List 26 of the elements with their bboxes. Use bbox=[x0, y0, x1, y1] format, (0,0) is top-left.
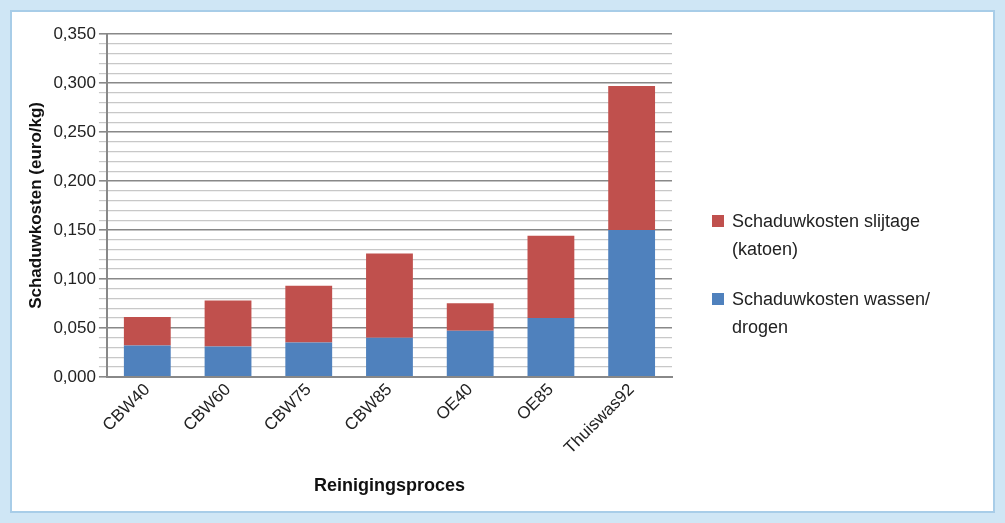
bar bbox=[446, 303, 494, 331]
bar bbox=[527, 235, 575, 319]
y-tick-label: 0,300 bbox=[53, 72, 96, 92]
y-tick-label: 0,100 bbox=[53, 268, 96, 288]
y-tick-label: 0,000 bbox=[53, 366, 96, 386]
y-axis-title: Schaduwkosten (euro/kg) bbox=[25, 101, 45, 309]
legend-label: Schaduwkosten wassen/ drogen bbox=[732, 288, 932, 339]
bar bbox=[123, 317, 171, 346]
bar bbox=[123, 345, 171, 377]
bar bbox=[366, 253, 413, 338]
bar bbox=[608, 229, 656, 377]
x-axis-title: Reinigingsproces bbox=[313, 475, 465, 496]
bar bbox=[608, 85, 656, 230]
y-tick-label: 0,200 bbox=[53, 170, 96, 190]
bar bbox=[285, 342, 333, 377]
bar bbox=[366, 337, 413, 377]
y-tick-label: 0,350 bbox=[53, 23, 96, 43]
bar bbox=[285, 285, 333, 343]
y-tick-label: 0,050 bbox=[53, 317, 96, 337]
bar bbox=[527, 318, 575, 377]
y-tick-label: 0,150 bbox=[53, 219, 96, 239]
bar bbox=[204, 346, 252, 377]
y-tick-label: 0,250 bbox=[53, 121, 96, 141]
bar bbox=[446, 330, 494, 377]
bar bbox=[204, 300, 252, 347]
legend-label: Schaduwkosten slijtage (katoen) bbox=[732, 210, 922, 261]
